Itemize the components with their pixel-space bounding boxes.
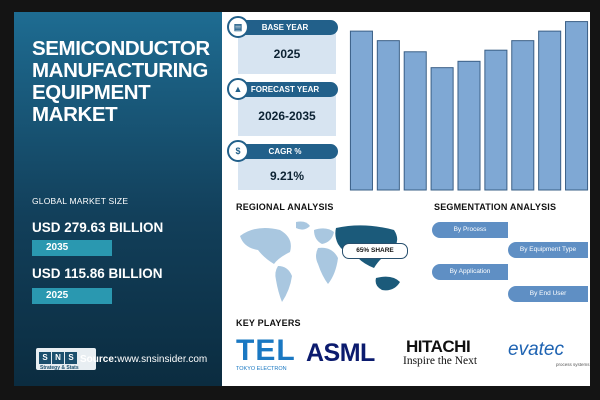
bar-7 [511, 40, 535, 191]
bar-6 [484, 49, 508, 191]
tel-logo: TEL [236, 334, 296, 367]
year-2025-bar: 2025 [32, 288, 112, 304]
global-market-size-label: GLOBAL MARKET SIZE [32, 196, 129, 206]
year-2035-label: 2035 [46, 242, 69, 253]
tel-logo-sub: TOKYO ELECTRON [236, 366, 287, 372]
base-year-value: 2025 [273, 47, 301, 61]
evatec-logo: evatec [508, 339, 564, 360]
key-players-title: KEY PLAYERS [236, 318, 301, 328]
forecast-year-box: 2026-2035 [238, 90, 336, 136]
year-2025-label: 2025 [46, 290, 69, 301]
year-2035-bar: 2035 [32, 240, 112, 256]
bar-8 [538, 30, 562, 191]
map-south-america [275, 266, 292, 302]
hitachi-tagline: Inspire the Next [403, 355, 478, 367]
page-title: SEMICONDUCTOR MANUFACTURING EQUIPMENT MA… [32, 37, 210, 126]
bar-3 [403, 51, 427, 191]
segment-by-end-user: By End User [508, 286, 588, 302]
base-year-box: 2025 [238, 28, 336, 74]
market-bar-chart [349, 21, 589, 191]
regional-share-badge: 65% SHARE [342, 243, 408, 259]
logo-block-2: N [52, 352, 64, 364]
forecast-year-value: 2026-2035 [258, 109, 316, 123]
bar-2 [376, 40, 400, 191]
segmentation-analysis-title: SEGMENTATION ANALYSIS [434, 202, 557, 212]
cagr-header: CAGR % [232, 144, 338, 159]
forecast-year-header: FORECAST YEAR [232, 82, 338, 97]
regional-analysis-title: REGIONAL ANALYSIS [236, 202, 334, 212]
sns-insider-logo: S N S Strategy & Stats [36, 348, 96, 371]
bar-1 [349, 30, 373, 191]
left-panel: SEMICONDUCTOR MANUFACTURING EQUIPMENT MA… [14, 12, 222, 386]
evatec-logo-sub: process systems [556, 362, 590, 367]
base-year-header: BASE YEAR [232, 20, 338, 35]
source-line: Source:www.snsinsider.com [80, 354, 207, 365]
calendar-icon: ▤ [227, 16, 249, 38]
segment-by-equipment-type: By Equipment Type [508, 242, 588, 258]
map-africa [316, 247, 338, 284]
bar-5 [457, 60, 481, 191]
cagr-value: 9.21% [269, 169, 305, 183]
asml-logo: ASML [306, 339, 375, 367]
logo-block-3: S [65, 352, 77, 364]
map-north-america [240, 228, 291, 264]
logo-text: Strategy & Stats [40, 365, 79, 371]
bar-4 [430, 67, 454, 191]
segment-by-application: By Application [432, 264, 508, 280]
segment-by-process: By Process [432, 222, 508, 238]
hitachi-logo: HITACHI [406, 337, 471, 356]
bar-9 [565, 21, 589, 191]
logo-block-1: S [39, 352, 51, 364]
growth-icon: $ [227, 140, 249, 162]
source-label: Source: [80, 354, 118, 365]
market-value-2035: USD 279.63 BILLION [32, 220, 164, 235]
forecast-chart-icon: ▲ [227, 78, 249, 100]
map-europe [314, 228, 334, 244]
market-value-2025: USD 115.86 BILLION [32, 266, 163, 281]
world-map [240, 221, 400, 302]
map-oceania [375, 276, 400, 291]
source-url: www.snsinsider.com [117, 354, 208, 365]
map-greenland [296, 221, 310, 230]
